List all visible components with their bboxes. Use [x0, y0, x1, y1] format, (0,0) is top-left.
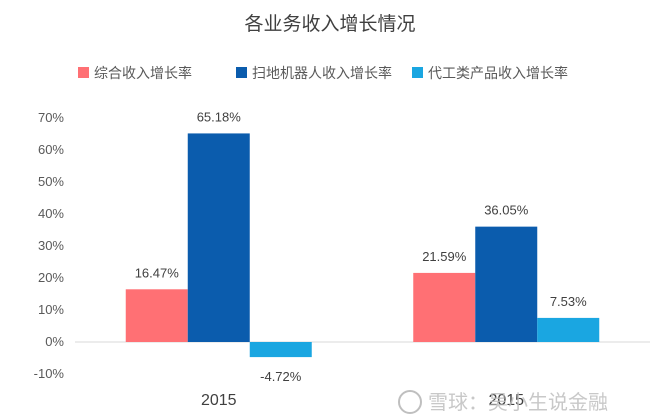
y-axis: 70% 60% 50% 40% 30% 20% 10% 0% -10%: [34, 110, 65, 381]
y-tick-label: 50%: [38, 174, 64, 189]
x-axis: 2015 2015: [201, 392, 524, 409]
legend-swatch-3: [412, 67, 423, 78]
bar-1-1: [125, 289, 188, 342]
x-category-label: 2015: [201, 392, 237, 409]
y-tick-label: 20%: [38, 270, 64, 285]
watermark-text: 雪球：吴小生说金融: [428, 390, 608, 414]
watermark-logo-icon: [398, 390, 422, 414]
watermark: 雪球：吴小生说金融: [398, 390, 608, 414]
data-label: 65.18%: [197, 109, 242, 124]
legend-label-1: 综合收入增长率: [94, 65, 192, 82]
legend-swatch-1: [78, 67, 89, 78]
data-label: 21.59%: [422, 249, 467, 264]
bar-3-2: [537, 317, 600, 342]
bar-1-2: [413, 272, 476, 342]
y-tick-label: 60%: [38, 142, 64, 157]
chart-title: 各业务收入增长情况: [244, 13, 415, 35]
y-tick-label: 40%: [38, 206, 64, 221]
y-tick-label: 30%: [38, 238, 64, 253]
y-tick-label: -10%: [34, 366, 65, 381]
bars: 16.47% 65.18% -4.72% 21.59% 36.05% 7.53%: [125, 109, 600, 384]
y-tick-label: 10%: [38, 302, 64, 317]
bar-3-1: [249, 342, 312, 358]
legend: 综合收入增长率 扫地机器人收入增长率 代工类产品收入增长率: [78, 65, 568, 82]
legend-label-2: 扫地机器人收入增长率: [252, 65, 392, 82]
bar-2-2: [475, 226, 538, 342]
data-label: -4.72%: [260, 369, 302, 384]
x-category-label: 2015: [488, 392, 524, 409]
legend-swatch-2: [236, 67, 247, 78]
legend-label-3: 代工类产品收入增长率: [428, 65, 568, 82]
data-label: 16.47%: [135, 265, 180, 280]
data-label: 36.05%: [484, 203, 529, 218]
data-label: 7.53%: [550, 294, 587, 309]
y-tick-label: 70%: [38, 110, 64, 125]
y-tick-label: 0%: [45, 334, 64, 349]
bar-2-1: [187, 133, 250, 342]
